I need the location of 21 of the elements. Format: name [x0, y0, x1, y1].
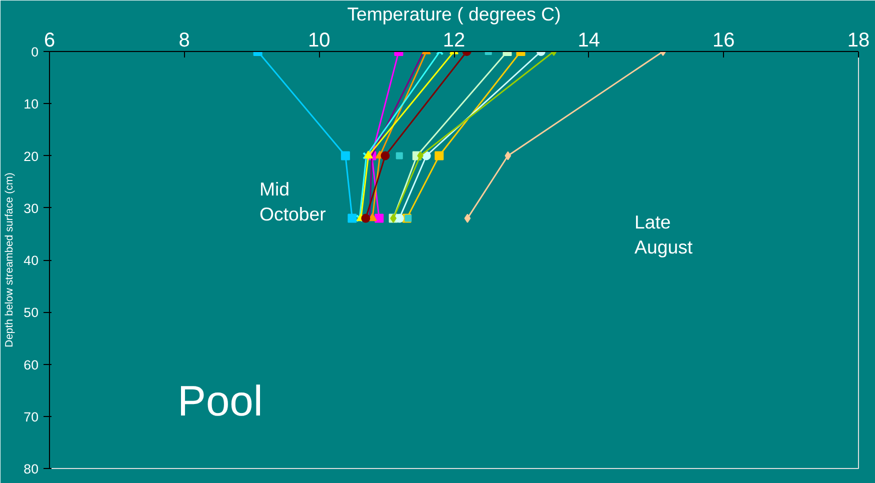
annotation: Pool — [178, 378, 263, 426]
x-tick-label: 14 — [578, 30, 600, 52]
y-tick-label: 60 — [24, 357, 39, 372]
y-tick-label: 80 — [24, 462, 39, 476]
x-tick-label: 10 — [308, 30, 330, 52]
annotation: Mid October — [260, 178, 326, 225]
y-tick-label: 30 — [24, 200, 39, 216]
y-tick-label: 70 — [24, 409, 39, 424]
y-tick-label: 20 — [24, 148, 39, 164]
x-axis-title: Temperature ( degrees C) — [347, 4, 561, 24]
x-tick-label: 16 — [712, 30, 735, 52]
y-axis-title: Depth below streambed surface (cm) — [4, 172, 16, 348]
x-tick-label: 8 — [178, 30, 190, 52]
x-tick-label: 12 — [442, 30, 466, 52]
y-tick-label: 50 — [24, 305, 39, 320]
y-tick-label: 0 — [31, 44, 39, 60]
y-tick-label: 40 — [24, 253, 39, 268]
x-tick-label: 18 — [847, 30, 870, 52]
x-tick-label: 6 — [44, 30, 56, 52]
annotation: Late August — [634, 212, 694, 258]
y-tick-label: 10 — [24, 96, 39, 112]
